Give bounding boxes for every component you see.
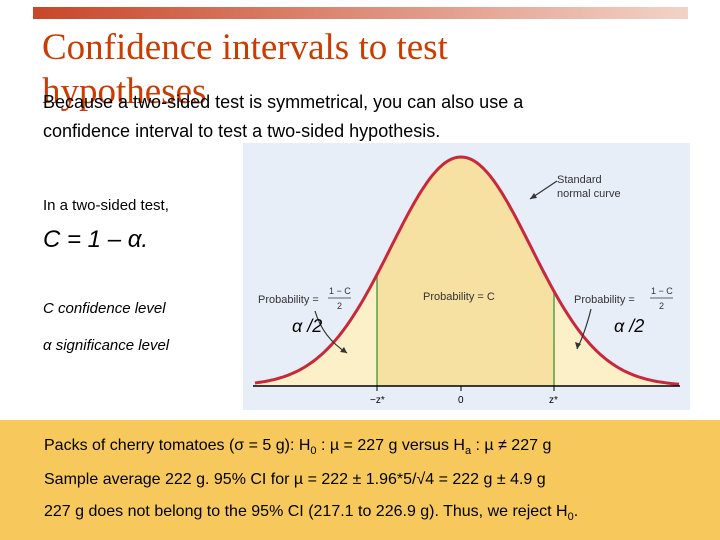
tick-label-neg: −z* (370, 395, 385, 406)
tick-label-zero: 0 (458, 395, 464, 406)
prob-left-label: Probability = (258, 294, 319, 306)
slide-title-line-2: hypotheses (42, 71, 207, 112)
normal-curve (254, 155, 680, 386)
intro-text: Because a two-sided test is symmetrical,… (43, 92, 524, 141)
alpha-half-right-label: α /2 (614, 316, 645, 336)
prob-left-frac-den: 2 (337, 301, 342, 311)
title-accent-bar (33, 7, 688, 19)
left-tail-arrowhead (340, 347, 347, 353)
prob-right-frac-den: 2 (659, 301, 664, 311)
example-panel (0, 420, 720, 540)
slide-title-line-1: Confidence intervals to test (42, 27, 448, 68)
tick-label-pos: z* (549, 395, 558, 406)
example-line-2: Sample average 222 g. 95% CI for µ = 222… (44, 471, 546, 488)
formula: C = 1 – α. (43, 226, 149, 253)
prob-left-frac-num: 1 − C (329, 286, 351, 296)
example-line-3: 227 g does not belong to the 95% CI (217… (44, 503, 579, 524)
curve-label-arrowhead (530, 193, 537, 199)
normal-curve-figure: −z* 0 z* Standard normal curve Probabili… (243, 143, 690, 410)
example-line-1: Packs of cherry tomatoes (σ = 5 g): H0 :… (44, 437, 552, 458)
right-tail-arrowhead (575, 342, 581, 349)
center-region (377, 157, 554, 386)
alpha-half-left-label: α /2 (292, 316, 323, 336)
prob-right-label: Probability = (574, 294, 635, 306)
significance-level-definition: α significance level (43, 337, 170, 354)
right-tail-region (554, 291, 679, 386)
curve-label-line-1: Standard (557, 174, 602, 186)
curve-label-line-2: normal curve (557, 188, 621, 200)
two-sided-label: In a two-sided test, (43, 197, 169, 214)
confidence-level-definition: C confidence level (43, 300, 166, 317)
prob-right-frac-num: 1 − C (651, 286, 673, 296)
prob-center-label: Probability = C (423, 291, 495, 303)
left-tail-region (255, 274, 377, 386)
